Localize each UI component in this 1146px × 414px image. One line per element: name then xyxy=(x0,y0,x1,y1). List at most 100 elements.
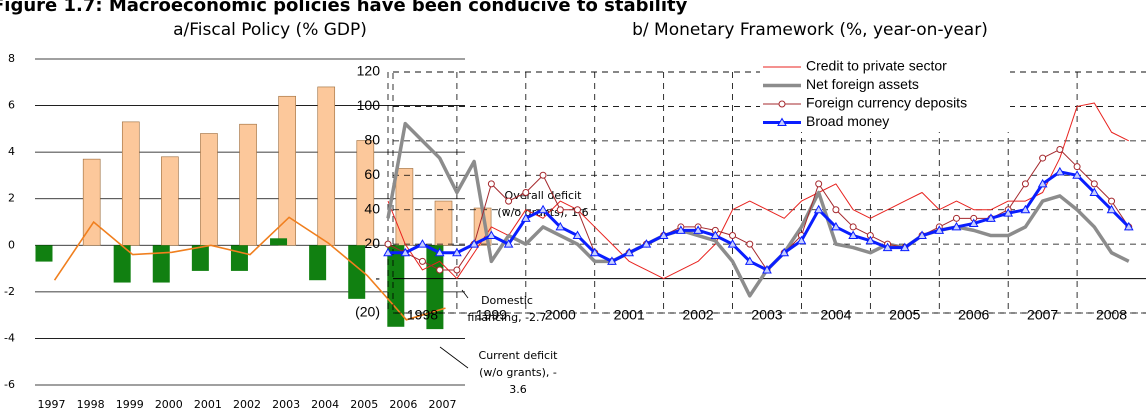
legend-box xyxy=(760,58,1010,132)
marker xyxy=(1003,208,1014,217)
marker xyxy=(589,247,600,257)
annotation: financing, -2.7 xyxy=(467,311,546,324)
marker xyxy=(1056,145,1064,153)
y-tick-label: 8 xyxy=(8,52,15,65)
y-tick-label: (20) xyxy=(355,304,380,320)
marker xyxy=(572,230,583,240)
marker xyxy=(1039,154,1047,162)
y-tick-label: 6 xyxy=(8,99,15,112)
marker xyxy=(815,180,823,188)
legend-label: Credit to private sector xyxy=(806,58,947,74)
marker xyxy=(796,235,807,245)
y-tick-label: 20 xyxy=(364,235,380,251)
bar xyxy=(152,245,170,283)
legend-label: Net foreign assets xyxy=(806,76,919,92)
marker xyxy=(831,221,841,231)
marker xyxy=(555,221,566,231)
x-tick-label: 2000 xyxy=(155,398,183,411)
bar xyxy=(200,133,218,246)
y-tick-label: 2 xyxy=(8,192,15,205)
marker xyxy=(934,225,945,234)
y-tick-label: - xyxy=(375,269,380,285)
legend-label: Foreign currency deposits xyxy=(806,95,967,111)
figure-title: Figure 1.7: Macroeconomic policies have … xyxy=(0,0,688,16)
marker xyxy=(848,230,858,240)
marker xyxy=(746,240,754,248)
marker xyxy=(436,266,444,274)
marker xyxy=(968,218,979,227)
line-series xyxy=(53,216,446,321)
x-tick-label: 2007 xyxy=(1027,307,1058,323)
y-tick-label: -6 xyxy=(4,378,15,391)
marker xyxy=(486,230,497,240)
marker xyxy=(469,239,479,248)
marker xyxy=(899,242,910,252)
chart-title: a/Fiscal Policy (% GDP) xyxy=(173,20,367,40)
x-tick-label: 2002 xyxy=(233,398,261,411)
marker xyxy=(813,204,824,214)
marker xyxy=(624,247,635,257)
marker xyxy=(986,213,996,222)
leader-line xyxy=(439,346,469,369)
marker xyxy=(1020,204,1031,214)
marker xyxy=(452,247,462,257)
x-tick-label: 1999 xyxy=(116,398,144,411)
marker xyxy=(1108,197,1116,205)
annotation: Domestic xyxy=(481,294,533,307)
marker xyxy=(865,235,876,245)
marker xyxy=(539,171,547,179)
x-tick-label: 2000 xyxy=(545,307,576,323)
marker xyxy=(710,230,721,240)
y-tick-label: -2 xyxy=(4,285,15,298)
marker xyxy=(917,230,927,240)
legend-marker xyxy=(778,100,786,108)
bar xyxy=(317,86,336,246)
marker xyxy=(503,239,514,248)
marker xyxy=(953,214,960,222)
marker xyxy=(729,232,737,240)
x-tick-label: 2004 xyxy=(820,307,851,323)
marker xyxy=(1037,178,1048,188)
marker xyxy=(779,247,790,257)
y-tick-label: 80 xyxy=(364,132,380,148)
bar xyxy=(239,123,257,246)
line-series xyxy=(388,170,1130,272)
y-tick-label: 4 xyxy=(8,145,15,158)
marker xyxy=(1055,166,1065,176)
marker xyxy=(574,206,581,214)
marker xyxy=(522,189,530,196)
legend-marker xyxy=(777,117,787,126)
bar xyxy=(309,245,327,281)
marker xyxy=(641,239,652,248)
marker xyxy=(538,204,548,214)
x-tick-label: 2007 xyxy=(428,398,456,411)
legend-label: Broad money xyxy=(806,113,889,129)
marker xyxy=(384,240,392,248)
bar xyxy=(270,238,288,246)
line-series xyxy=(387,102,1129,280)
x-tick-label: 1999 xyxy=(476,307,507,323)
marker xyxy=(882,242,893,252)
bar xyxy=(113,245,131,283)
bar xyxy=(121,121,140,246)
marker xyxy=(658,230,669,240)
marker xyxy=(607,256,617,265)
y-tick-label: 120 xyxy=(357,63,381,79)
bar xyxy=(387,245,405,327)
x-tick-label: 2006 xyxy=(958,307,989,323)
bar xyxy=(395,168,414,246)
marker xyxy=(1073,163,1081,171)
leader-line xyxy=(461,289,469,299)
x-tick-label: 1998 xyxy=(407,307,438,323)
x-tick-label: 1998 xyxy=(77,398,105,411)
marker xyxy=(951,221,962,231)
bar xyxy=(161,156,179,246)
x-tick-label: 1997 xyxy=(38,398,66,411)
marker xyxy=(487,180,495,188)
marker xyxy=(434,247,445,257)
chart-title: b/ Monetary Framework (%, year-on-year) xyxy=(632,20,988,40)
marker xyxy=(418,257,426,265)
x-tick-label: 2003 xyxy=(751,307,782,323)
